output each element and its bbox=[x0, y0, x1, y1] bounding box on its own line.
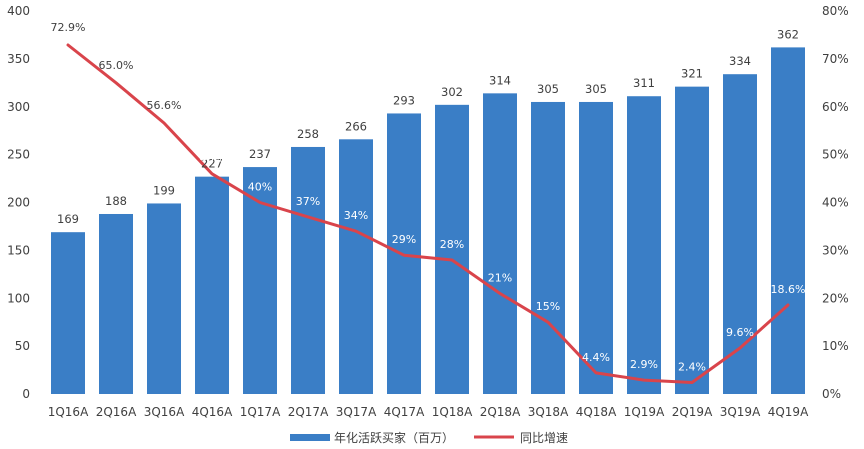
bar bbox=[147, 203, 181, 394]
y-tick-label: 0 bbox=[22, 387, 30, 401]
y-tick-label: 200 bbox=[7, 196, 30, 210]
line-value-label: 40% bbox=[248, 181, 272, 194]
x-tick-label: 4Q18A bbox=[576, 405, 617, 419]
bar-value-label: 188 bbox=[105, 194, 127, 208]
bar bbox=[51, 232, 85, 394]
bar bbox=[435, 104, 469, 395]
y-tick-label: 50 bbox=[15, 339, 30, 353]
bar bbox=[675, 86, 709, 394]
y-tick-label: 300 bbox=[7, 100, 30, 114]
line-value-label: 56.6% bbox=[147, 99, 182, 112]
y2-tick-label: 70% bbox=[822, 52, 849, 66]
bar-value-label: 305 bbox=[585, 82, 607, 96]
x-tick-label: 3Q18A bbox=[528, 405, 569, 419]
line-value-label: 34% bbox=[344, 209, 368, 222]
left-axis-ticks: 0 50 100 150 200 250 300 350 400 bbox=[7, 4, 30, 401]
x-tick-label: 2Q17A bbox=[288, 405, 329, 419]
bar bbox=[579, 101, 613, 395]
y-tick-label: 250 bbox=[7, 148, 30, 162]
x-tick-label: 1Q16A bbox=[48, 405, 89, 419]
line-value-label: 2.9% bbox=[630, 358, 658, 371]
x-tick-label: 3Q19A bbox=[720, 405, 761, 419]
bar bbox=[627, 96, 661, 394]
bar-value-label: 311 bbox=[633, 76, 655, 90]
bar-value-label: 199 bbox=[153, 183, 175, 197]
bar-value-label: 314 bbox=[489, 73, 511, 87]
bar-value-label: 293 bbox=[393, 93, 415, 107]
bar-value-label: 334 bbox=[729, 54, 751, 68]
right-axis-ticks: 0% 10% 20% 30% 40% 50% 60% 70% 80% bbox=[822, 4, 849, 401]
bar bbox=[291, 146, 325, 394]
line-value-label: 2.4% bbox=[678, 361, 706, 374]
line-data-labels: 72.9% 65.0% 56.6% 46% 40% 37% 34% 29% 28% 21% 15% 4… bbox=[51, 21, 806, 374]
y2-tick-label: 80% bbox=[822, 4, 849, 18]
line-value-label: 21% bbox=[488, 271, 512, 284]
x-tick-label: 1Q17A bbox=[240, 405, 281, 419]
bar-data-labels: 169 188 199 227 237 258 266 293 302 314 305 305 311 3… bbox=[57, 27, 799, 226]
line-value-label: 65.0% bbox=[99, 59, 134, 72]
y-tick-label: 150 bbox=[7, 243, 30, 257]
y2-tick-label: 60% bbox=[822, 100, 849, 114]
line-value-label: 29% bbox=[392, 233, 416, 246]
y2-tick-label: 20% bbox=[822, 291, 849, 305]
bar bbox=[339, 139, 373, 394]
x-tick-label: 2Q19A bbox=[672, 405, 713, 419]
bar-value-label: 305 bbox=[537, 82, 559, 96]
bar-value-label: 237 bbox=[249, 147, 271, 161]
y-tick-label: 350 bbox=[7, 52, 30, 66]
line-value-label: 15% bbox=[536, 300, 560, 313]
growth-line bbox=[66, 43, 790, 384]
y2-tick-label: 0% bbox=[822, 387, 841, 401]
y-tick-label: 400 bbox=[7, 4, 30, 18]
line-value-label: 28% bbox=[440, 238, 464, 251]
line-value-label: 4.4% bbox=[582, 351, 610, 364]
bar-value-label: 227 bbox=[201, 157, 223, 171]
y-tick-label: 100 bbox=[7, 291, 30, 305]
bar-series bbox=[51, 47, 805, 395]
bar bbox=[99, 213, 133, 394]
bar-value-label: 258 bbox=[297, 127, 319, 141]
line-value-label: 37% bbox=[296, 195, 320, 208]
bar-value-label: 266 bbox=[345, 119, 367, 133]
x-tick-label: 3Q16A bbox=[144, 405, 185, 419]
line-value-label: 46% bbox=[200, 152, 224, 165]
bar-value-label: 321 bbox=[681, 67, 703, 81]
bar bbox=[723, 74, 757, 394]
x-tick-label: 3Q17A bbox=[336, 405, 377, 419]
bar bbox=[483, 93, 517, 394]
line-value-label: 9.6% bbox=[726, 326, 754, 339]
y2-tick-label: 40% bbox=[822, 196, 849, 210]
legend-bar-swatch bbox=[290, 434, 330, 441]
x-tick-label: 2Q16A bbox=[96, 405, 137, 419]
legend: 年化活跃买家（百万） 同比增速 bbox=[290, 430, 568, 445]
line-value-label: 18.6% bbox=[771, 283, 806, 296]
bar-value-label: 302 bbox=[441, 85, 463, 99]
x-tick-label: 2Q18A bbox=[480, 405, 521, 419]
x-tick-label: 1Q18A bbox=[432, 405, 473, 419]
y2-tick-label: 30% bbox=[822, 243, 849, 257]
bar bbox=[195, 176, 229, 394]
line-value-label: 72.9% bbox=[51, 21, 86, 34]
y2-tick-label: 10% bbox=[822, 339, 849, 353]
bar-value-label: 169 bbox=[57, 212, 79, 226]
bar-value-label: 362 bbox=[777, 27, 799, 41]
line-series bbox=[66, 43, 790, 384]
x-tick-label: 4Q17A bbox=[384, 405, 425, 419]
bar bbox=[531, 101, 565, 395]
bar bbox=[771, 47, 805, 394]
x-tick-label: 4Q16A bbox=[192, 405, 233, 419]
x-axis-ticks: 1Q16A 2Q16A 3Q16A 4Q16A 1Q17A 2Q17A 3Q17A 4Q17A… bbox=[48, 405, 809, 419]
x-tick-label: 1Q19A bbox=[624, 405, 665, 419]
legend-line-label: 同比增速 bbox=[520, 431, 568, 445]
y2-tick-label: 50% bbox=[822, 148, 849, 162]
x-tick-label: 4Q19A bbox=[768, 405, 809, 419]
legend-bar-label: 年化活跃买家（百万） bbox=[334, 430, 454, 445]
